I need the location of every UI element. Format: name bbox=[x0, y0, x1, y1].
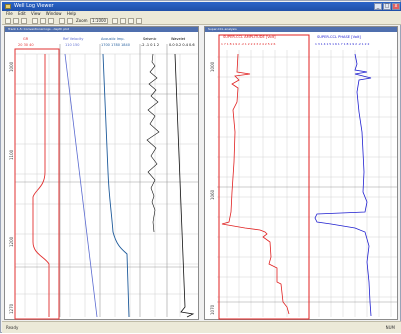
amplitude-curve bbox=[221, 53, 290, 315]
track-header-gr: GR bbox=[23, 37, 29, 41]
gr-track-frame bbox=[14, 48, 60, 320]
left-pane-subtitle: Track 1-5: Conventional logs - depth plo… bbox=[5, 27, 198, 32]
chart-icon[interactable] bbox=[112, 18, 118, 24]
scale-value: 1:1000 bbox=[92, 18, 107, 23]
save-icon[interactable] bbox=[13, 18, 19, 24]
depth-label-1270: 1270 bbox=[9, 303, 14, 314]
left-log-plot: GR 20 30 40 Ref Velocity 110 150 Acousti… bbox=[9, 37, 198, 320]
right-depth-label-1070: 1070 bbox=[210, 304, 215, 315]
minimize-button[interactable]: _ bbox=[374, 3, 382, 10]
depth-label-1100: 1100 bbox=[9, 149, 14, 160]
track-scale-velocity: 110 150 bbox=[65, 43, 79, 47]
track-scale-seismic: -2 -1 0 1 2 bbox=[141, 43, 159, 47]
amplitude-track-frame bbox=[218, 34, 310, 320]
phase-header: SUPER-CCL PHASE [Volt] bbox=[317, 35, 361, 39]
status-bar: Ready NUM bbox=[2, 321, 401, 333]
paste-icon[interactable] bbox=[48, 18, 54, 24]
track-scale-impedance: 1700 1780 1840 bbox=[101, 43, 130, 47]
help-icon[interactable] bbox=[136, 18, 142, 24]
track-scale-gr: 20 30 40 bbox=[18, 43, 34, 47]
amplitude-scale: 1 7 1 8 1 9 2 .2 1 2 2 2 3 2 4 2 5 2 6 bbox=[221, 42, 275, 46]
settings-icon[interactable] bbox=[128, 18, 134, 24]
track-header-wavelet: Wavelet bbox=[171, 37, 186, 41]
zoom-in-icon[interactable] bbox=[59, 18, 65, 24]
zoom-label: Zoom bbox=[76, 18, 88, 23]
right-depth-label-1000: 1000 bbox=[210, 61, 215, 72]
velocity-curve bbox=[64, 53, 98, 318]
amplitude-header: SUPER-CCL AMPLITUDE [Volt] bbox=[223, 35, 276, 39]
impedance-curve bbox=[102, 53, 130, 318]
zoom-out-icon[interactable] bbox=[67, 18, 73, 24]
track-header-impedance: Acoustic Imp. bbox=[101, 37, 125, 41]
copy-icon[interactable] bbox=[40, 18, 46, 24]
app-icon bbox=[5, 4, 11, 9]
right-log-plot: SUPER-CCL AMPLITUDE [Volt] 1 7 1 8 1 9 2… bbox=[210, 34, 397, 320]
open-icon[interactable] bbox=[5, 18, 11, 24]
menu-file[interactable]: File bbox=[6, 11, 13, 16]
seismic-trace bbox=[146, 53, 160, 233]
right-depth-label-1060: 1060 bbox=[210, 189, 215, 200]
window-title: Well Log Viewer bbox=[14, 3, 54, 9]
toolbar: Zoom 1:1000 bbox=[2, 17, 401, 25]
print-icon[interactable] bbox=[21, 18, 27, 24]
right-log-pane[interactable]: Super-CCL analysis bbox=[204, 26, 398, 320]
right-pane-subtitle: Super-CCL analysis bbox=[205, 27, 397, 32]
track-header-velocity: Ref Velocity bbox=[63, 37, 84, 41]
depth-label-1200: 1200 bbox=[9, 236, 14, 247]
maximize-button[interactable]: □ bbox=[383, 3, 391, 10]
track-scale-wavelet: 0.0 0.2 0.4 0.6 bbox=[169, 43, 195, 47]
phase-curve bbox=[314, 53, 372, 317]
menu-bar: File Edit View Window Help bbox=[2, 11, 401, 17]
status-right: NUM bbox=[385, 325, 395, 330]
gr-curve bbox=[32, 54, 50, 317]
depth-label-1000: 1000 bbox=[9, 61, 14, 72]
left-log-pane[interactable]: Track 1-5: Conventional logs - depth plo… bbox=[4, 26, 199, 320]
track-header-seismic: Seismic bbox=[143, 37, 157, 41]
menu-help[interactable]: Help bbox=[66, 11, 76, 16]
wavelet-curve bbox=[174, 53, 195, 318]
status-left: Ready bbox=[6, 325, 19, 330]
title-bar: Well Log Viewer _ □ x bbox=[2, 2, 401, 11]
close-button[interactable]: x bbox=[392, 3, 400, 10]
grid-icon[interactable] bbox=[120, 18, 126, 24]
menu-window[interactable]: Window bbox=[45, 11, 62, 16]
cut-icon[interactable] bbox=[32, 18, 38, 24]
menu-edit[interactable]: Edit bbox=[17, 11, 26, 16]
scale-select[interactable] bbox=[90, 18, 108, 24]
menu-view[interactable]: View bbox=[31, 11, 41, 16]
phase-scale: 1 3 1 4 1 5 1 6 1 7 1 8 1 9 2 .2 1 2 2 bbox=[315, 42, 369, 46]
